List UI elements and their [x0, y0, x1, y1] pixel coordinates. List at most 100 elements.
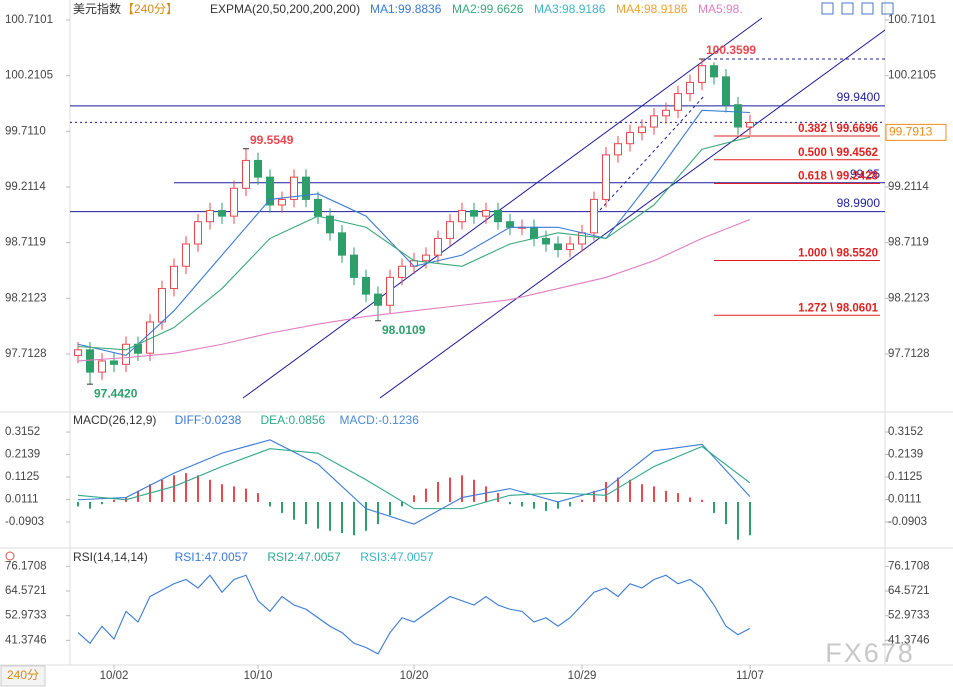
current-price-box [885, 123, 947, 141]
annotation-label: 98.0109 [382, 323, 426, 337]
candle-body [350, 254, 358, 278]
legend-entry: DEA:0.0856 [261, 413, 326, 427]
y-tick-label: -0.0903 [5, 516, 44, 528]
fib-label: 0.382 \ 99.6696 [798, 123, 878, 135]
y-tick-label: 64.5721 [5, 585, 47, 597]
tool-icon[interactable] [841, 2, 854, 15]
current-price-label: 99.7913 [889, 125, 933, 139]
candle-body [710, 65, 718, 78]
candle-body [590, 198, 598, 234]
indicator-line [77, 109, 751, 357]
candle-body [662, 109, 670, 117]
y-tick-label: 41.3746 [888, 634, 930, 646]
x-tick-label: 11/07 [736, 670, 764, 682]
candle-body [74, 349, 82, 356]
indicator-line [77, 218, 751, 362]
candle-body [638, 126, 646, 134]
fib-label: 0.618 \ 99.2428 [798, 171, 879, 183]
candle-body [614, 143, 622, 156]
candle-body [254, 159, 262, 178]
y-tick-label: 98.7119 [888, 237, 929, 249]
candle-body [578, 232, 586, 245]
x-tick-label: 10/29 [568, 670, 597, 682]
y-tick-label: 0.3152 [5, 426, 40, 438]
indicator-line [77, 574, 751, 655]
candle-body [374, 293, 382, 306]
y-tick-label: 64.5721 [888, 585, 930, 597]
plot-area: 99.9400 98.9900 99.25 0.382 \ 99.6696 0.500 … [70, 43, 885, 400]
candle-body [326, 215, 334, 234]
candle-body [206, 210, 214, 223]
y-tick-label: 97.7128 [5, 348, 47, 360]
legend-entry: MACD:-0.1236 [340, 413, 420, 427]
chart-title: 美元指数 [73, 1, 121, 16]
legend-entry: MA3:98.9186 [534, 2, 606, 16]
legend-entry: MA2:99.6626 [452, 2, 524, 16]
indicator-name: EXPMA(20,50,200,200,200) [210, 2, 360, 16]
candle-body [398, 265, 406, 278]
y-tick-label: 97.7128 [888, 348, 930, 360]
fib-label: 1.000 \ 98.5520 [798, 248, 878, 260]
candle-body [602, 154, 610, 200]
indicator-line [77, 439, 751, 525]
candle-body [98, 360, 106, 373]
x-tick-label: 10/10 [244, 670, 273, 682]
y-tick-label: 99.2114 [888, 181, 929, 193]
tool-icon[interactable] [881, 2, 894, 15]
candle-body [626, 132, 634, 145]
tool-icon[interactable] [861, 2, 874, 15]
candle-body [158, 288, 166, 323]
candle-body [650, 115, 658, 128]
candle-body [386, 276, 394, 306]
y-tick-label: 0.1125 [5, 471, 39, 483]
candle-body [290, 176, 298, 200]
candle-body [686, 81, 694, 95]
candle-body [218, 210, 226, 217]
level-label: 99.25 [850, 167, 880, 181]
candle-body [746, 122, 754, 128]
y-tick-label: 41.3746 [5, 634, 47, 646]
y-tick-label: 52.9733 [888, 610, 930, 622]
candle-body [194, 221, 202, 245]
y-tick-label: 99.7110 [5, 125, 46, 137]
legend-entry: RSI2:47.0057 [267, 550, 341, 564]
candle-body [542, 237, 550, 245]
candle-body [170, 265, 178, 290]
annotation-label: 99.5549 [250, 133, 294, 147]
candle-body [494, 210, 502, 223]
legend-entry: MA1:99.8836 [370, 2, 442, 16]
candle-body [734, 104, 742, 128]
fib-label: 1.272 \ 98.0601 [798, 302, 879, 314]
y-tick-label: 99.2114 [5, 181, 46, 193]
legend-entry: DIFF:0.0238 [175, 413, 242, 427]
indicator-title: RSI(14,14,14) [73, 550, 148, 564]
annotation-label: 97.4420 [94, 386, 138, 400]
candle-body [110, 360, 118, 365]
candle-body [86, 349, 94, 373]
tool-icon[interactable] [821, 2, 834, 15]
y-tick-label: 0.2139 [5, 449, 40, 461]
y-tick-label: 76.1708 [888, 560, 930, 572]
indicator-line [77, 445, 751, 510]
legend-entry: MA5:98. [698, 2, 743, 16]
period-button[interactable] [0, 665, 46, 687]
x-tick-label: 10/02 [100, 670, 129, 682]
y-tick-label: -0.0903 [888, 516, 927, 528]
candle-body [230, 187, 238, 217]
candle-body [566, 243, 574, 251]
period-button-label[interactable]: 240分 [7, 668, 39, 682]
candle-body [242, 159, 250, 189]
candle-body [266, 176, 274, 206]
indicator-line [77, 136, 751, 351]
fib-label: 0.500 \ 99.4562 [798, 147, 878, 159]
legend-entry: RSI3:47.0057 [360, 550, 434, 564]
candle-body [674, 93, 682, 111]
indicator-title: MACD(26,12,9) [73, 413, 156, 427]
candle-body [470, 210, 478, 217]
y-tick-label: 0.3152 [888, 426, 923, 438]
y-tick-label: 98.2123 [888, 292, 930, 304]
candle-body [458, 210, 466, 223]
settings-icon[interactable] [5, 551, 15, 561]
y-tick-label: 100.7101 [5, 14, 53, 26]
y-tick-label: 0.1125 [888, 471, 922, 483]
